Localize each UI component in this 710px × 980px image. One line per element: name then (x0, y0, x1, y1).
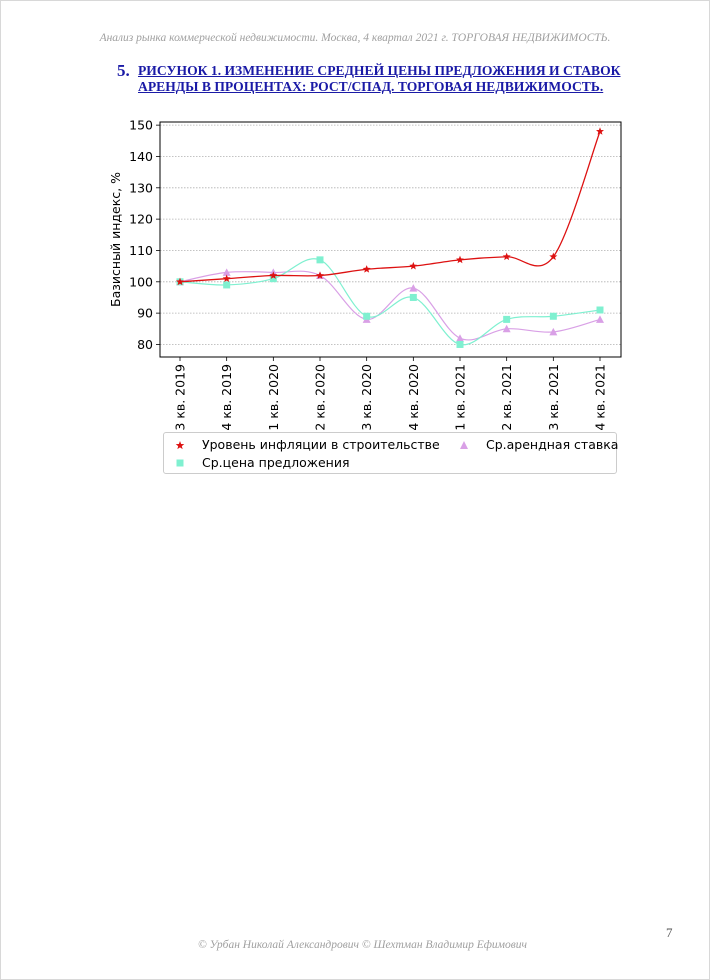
x-tick-label: 2 кв. 2021 (499, 364, 514, 431)
x-tick-label: 3 кв. 2021 (546, 364, 561, 431)
data-point (456, 255, 464, 264)
data-point (596, 315, 604, 323)
data-point (456, 334, 464, 342)
data-point (409, 293, 417, 301)
y-tick-label: 100 (129, 274, 153, 289)
x-tick-label: 1 кв. 2021 (453, 364, 468, 431)
page-number: 7 (666, 925, 673, 940)
data-point (456, 340, 464, 348)
legend-item-rent: Ср.арендная ставка (458, 437, 618, 452)
series-line (179, 270, 601, 341)
y-axis-label: Базисный индекс, % (108, 172, 123, 307)
data-point (222, 268, 231, 276)
data-point (316, 271, 324, 279)
y-tick-label: 120 (129, 212, 153, 227)
data-point (549, 252, 558, 261)
data-point (362, 265, 371, 273)
y-tick-label: 150 (129, 118, 153, 133)
data-point (269, 275, 277, 283)
x-tick-label: 1 кв. 2020 (266, 364, 281, 431)
section-number: 5. (117, 61, 130, 80)
square-marker-icon (176, 459, 184, 466)
data-point (409, 284, 418, 292)
data-point (176, 277, 184, 286)
legend-label-price: Ср.цена предложения (202, 455, 350, 470)
series-line (179, 258, 601, 346)
y-tick-label: 90 (137, 306, 153, 321)
data-point (502, 252, 511, 261)
page-footer: © Урбан Николай Александрович © Шехтман … (198, 939, 527, 951)
data-point (503, 315, 511, 323)
x-tick-label: 2 кв. 2020 (313, 364, 328, 431)
data-point (269, 271, 278, 279)
legend-label-inflation: Уровень инфляции в строительстве (202, 437, 440, 452)
y-tick-label: 130 (129, 180, 153, 195)
page-header: Анализ рынка коммерческой недвижимости. … (99, 32, 611, 44)
y-tick-label: 80 (137, 337, 153, 352)
data-point (502, 324, 511, 333)
legend-item-inflation: Уровень инфляции в строительстве (174, 437, 440, 452)
data-point (223, 281, 231, 289)
y-tick-label: 140 (129, 149, 153, 164)
legend-item-price: Ср.цена предложения (174, 455, 350, 470)
data-point (549, 312, 557, 320)
data-point (549, 327, 558, 336)
x-tick-label: 3 кв. 2020 (359, 364, 374, 431)
x-tick-label: 3 кв. 2019 (173, 364, 188, 431)
data-point (596, 127, 604, 135)
plot-frame (159, 121, 622, 358)
triangle-marker-icon (460, 440, 468, 449)
star-marker-icon (175, 440, 185, 449)
x-tick-label: 4 кв. 2021 (593, 364, 608, 431)
data-point (409, 261, 418, 270)
data-point (222, 274, 231, 283)
data-point (363, 312, 371, 320)
series-line (179, 131, 601, 283)
data-point (596, 306, 604, 314)
legend-label-rent: Ср.арендная ставка (486, 437, 619, 452)
figure-title: РИСУНОК 1. ИЗМЕНЕНИЕ СРЕДНЕЙ ЦЕНЫ ПРЕДЛО… (138, 63, 621, 94)
x-tick-label: 4 кв. 2019 (219, 364, 234, 431)
data-point (316, 256, 324, 264)
line-chart: 80 90 100 110 120 130 140 150 3 кв. 2019 4 кв. 20… (108, 118, 622, 431)
y-tick-label: 110 (129, 243, 153, 258)
chart-legend: Уровень инфляции в строительстве Ср.арен… (163, 432, 618, 474)
x-tick-label: 4 кв. 2020 (406, 364, 421, 431)
